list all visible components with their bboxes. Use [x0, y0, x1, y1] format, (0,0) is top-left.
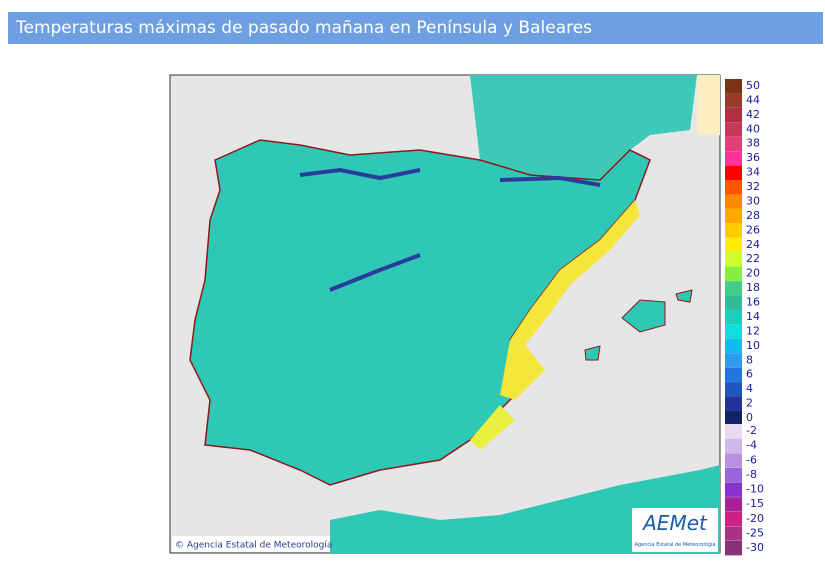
legend-label: -2 [746, 424, 757, 437]
title: Temperaturas máximas de pasado mañana en… [16, 18, 593, 38]
legend-swatch [725, 467, 742, 483]
legend-label: 50 [746, 79, 760, 92]
legend-swatch [725, 338, 742, 354]
legend-swatch [725, 382, 742, 397]
legend-label: 8 [746, 353, 753, 366]
legend-label: 6 [746, 368, 753, 381]
legend-swatch [725, 79, 742, 94]
legend-swatch [725, 497, 742, 512]
legend-swatch [725, 122, 742, 137]
legend-label: 34 [746, 166, 760, 179]
legend-label: -10 [746, 483, 764, 496]
legend-swatch [725, 353, 742, 368]
legend-swatch [725, 208, 742, 224]
warm-coast [470, 405, 515, 450]
island [621, 299, 666, 333]
legend-label: 12 [746, 324, 760, 337]
island [675, 289, 693, 303]
legend-swatch [725, 281, 742, 296]
legend-swatch [725, 482, 742, 497]
legend-swatch [725, 180, 742, 195]
legend-swatch [725, 266, 742, 282]
legend-swatch [725, 541, 742, 556]
legend-swatch [725, 424, 742, 439]
legend-swatch [725, 151, 742, 166]
legend-label: 26 [746, 223, 760, 236]
legend-label: 18 [746, 281, 760, 294]
legend-label: 30 [746, 194, 760, 207]
legend-label: 42 [746, 108, 760, 121]
legend-swatch [725, 324, 742, 339]
legend-swatch [725, 107, 742, 123]
legend-swatch [725, 223, 742, 238]
legend-swatch [725, 438, 742, 454]
credit-box [172, 536, 330, 552]
credit: © Agencia Estatal de Meteorología [175, 541, 332, 551]
legend-swatch [725, 252, 742, 267]
legend-swatch [725, 309, 742, 325]
legend-swatch [725, 396, 742, 411]
legend-swatch [725, 136, 742, 152]
legend-swatch [725, 526, 742, 541]
legend-swatch [725, 93, 742, 108]
cold-mountains [299, 167, 601, 292]
legend-swatch [725, 453, 742, 468]
legend-label: 28 [746, 209, 760, 222]
legend-label: 44 [746, 93, 760, 106]
warm-coast [500, 200, 640, 400]
africa [330, 465, 720, 553]
legend-label: 38 [746, 137, 760, 150]
legend-swatch [725, 194, 742, 209]
legend-label: 36 [746, 151, 760, 164]
logo: AEMet [641, 511, 708, 535]
logo-box [632, 508, 718, 552]
legend-label: 0 [746, 411, 753, 424]
legend-label: -25 [746, 526, 764, 539]
legend-label: 14 [746, 310, 760, 323]
legend-swatch [725, 237, 742, 253]
legend-label: -15 [746, 497, 764, 510]
legend-label: -30 [746, 541, 764, 554]
legend-swatch [725, 165, 742, 181]
legend-swatch [725, 367, 742, 383]
legend-swatch [725, 295, 742, 310]
legend-label: 2 [746, 397, 753, 410]
logo-caption: Agencia Estatal de Meteorología [635, 541, 716, 548]
legend-swatch [725, 411, 742, 426]
legend-label: -6 [746, 453, 757, 466]
island [584, 345, 601, 361]
legend-swatch [725, 511, 742, 527]
legend-label: 16 [746, 296, 760, 309]
map-area [697, 75, 720, 135]
legend-label: -8 [746, 468, 757, 481]
france-area [470, 75, 697, 180]
legend-label: -20 [746, 512, 764, 525]
legend: 5044424038363432302826242220181614121086… [725, 79, 764, 556]
legend-label: 10 [746, 339, 760, 352]
legend-label: 40 [746, 122, 760, 135]
legend-label: 32 [746, 180, 760, 193]
legend-label: 22 [746, 252, 760, 265]
title-bar: Temperaturas máximas de pasado mañana en… [8, 12, 823, 44]
legend-label: 4 [746, 382, 753, 395]
legend-label: -4 [746, 439, 757, 452]
legend-label: 20 [746, 267, 760, 280]
legend-label: 24 [746, 238, 760, 251]
